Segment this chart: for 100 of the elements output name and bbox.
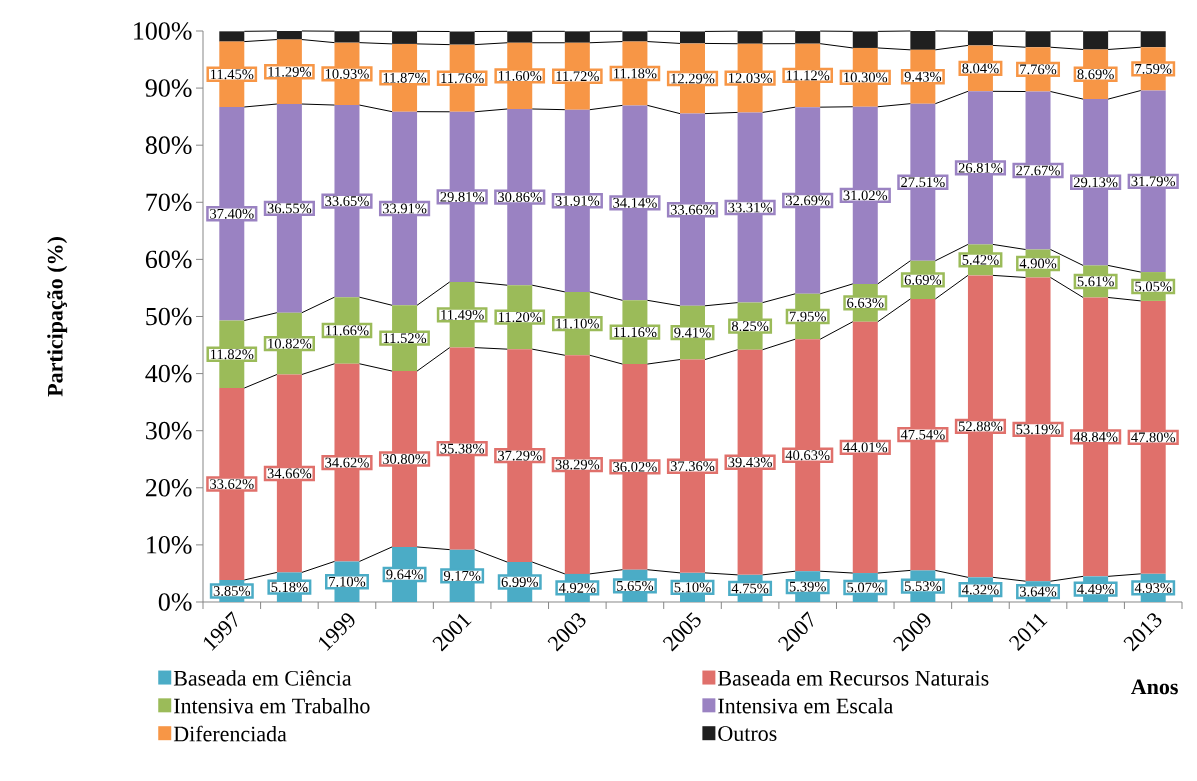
data-label: 4.49% bbox=[1077, 584, 1114, 595]
data-label: 12.03% bbox=[729, 73, 772, 83]
data-label: 11.49% bbox=[441, 309, 484, 320]
data-label: 29.13% bbox=[1073, 177, 1118, 188]
bar bbox=[449, 31, 475, 45]
data-label: 5.61% bbox=[1077, 276, 1114, 287]
data-label: 11.29% bbox=[268, 66, 311, 77]
data-label: 26.81% bbox=[958, 162, 1003, 173]
y-tick-label: 10% bbox=[147, 536, 192, 554]
data-label: 9.43% bbox=[904, 71, 942, 82]
data-label: 33.66% bbox=[670, 204, 715, 215]
data-label: 3.64% bbox=[1020, 586, 1057, 597]
legend-label: Outros bbox=[718, 726, 777, 741]
data-label: 11.76% bbox=[441, 73, 484, 84]
data-label: 32.69% bbox=[786, 195, 830, 206]
data-label: 47.54% bbox=[900, 429, 945, 440]
bar bbox=[507, 31, 533, 43]
data-label: 4.75% bbox=[731, 583, 769, 594]
data-label: 34.66% bbox=[267, 468, 312, 479]
y-tick-label: 60% bbox=[145, 250, 192, 269]
data-label: 37.29% bbox=[498, 450, 542, 461]
y-tick-label: 20% bbox=[145, 478, 192, 497]
data-label: 5.65% bbox=[617, 580, 654, 591]
bar bbox=[852, 31, 878, 48]
data-label: 53.19% bbox=[1016, 424, 1060, 435]
bar bbox=[1083, 31, 1109, 50]
data-label: 36.55% bbox=[267, 203, 312, 214]
y-tick-label: 100% bbox=[134, 22, 192, 40]
data-label: 31.91% bbox=[555, 195, 600, 206]
data-label: 36.02% bbox=[613, 461, 657, 472]
data-label: 4.90% bbox=[1019, 258, 1057, 269]
data-label: 34.62% bbox=[325, 457, 369, 468]
bar bbox=[219, 31, 245, 42]
data-label: 5.39% bbox=[789, 581, 826, 592]
data-label: 27.51% bbox=[901, 177, 945, 188]
data-label: 37.40% bbox=[210, 208, 254, 219]
data-label: 8.25% bbox=[731, 321, 769, 332]
data-label: 11.72% bbox=[556, 71, 599, 82]
data-label: 34.14% bbox=[613, 197, 657, 208]
data-label: 4.93% bbox=[1134, 582, 1172, 593]
data-label: 47.80% bbox=[1131, 432, 1176, 443]
data-label: 10.82% bbox=[268, 338, 312, 349]
data-label: 33.62% bbox=[210, 479, 254, 489]
data-label: 33.31% bbox=[728, 202, 772, 213]
bar bbox=[967, 31, 993, 46]
data-label: 10.93% bbox=[325, 68, 369, 79]
data-label: 11.66% bbox=[326, 325, 369, 336]
data-label: 11.60% bbox=[498, 70, 542, 81]
data-label: 29.81% bbox=[440, 191, 485, 202]
data-label: 5.10% bbox=[674, 582, 711, 593]
bar bbox=[910, 30, 936, 50]
bar bbox=[276, 30, 302, 40]
data-label: 6.99% bbox=[501, 577, 538, 587]
legend-label: Intensiva em Trabalho bbox=[174, 697, 370, 714]
data-label: 35.38% bbox=[440, 443, 485, 454]
legend-label: Baseada em Recursos Naturais bbox=[718, 670, 989, 686]
data-label: 11.87% bbox=[383, 72, 427, 83]
data-label: 7.76% bbox=[1020, 64, 1057, 75]
data-label: 11.45% bbox=[210, 69, 254, 80]
bar bbox=[737, 31, 763, 44]
x-axis-title: Anos bbox=[1131, 679, 1178, 695]
data-label: 27.67% bbox=[1016, 165, 1060, 176]
bar bbox=[564, 31, 590, 43]
data-label: 44.01% bbox=[843, 442, 888, 453]
y-tick-label: 90% bbox=[145, 79, 192, 97]
data-label: 9.64% bbox=[386, 569, 423, 580]
data-label: 30.86% bbox=[498, 192, 542, 203]
data-label: 5.18% bbox=[271, 582, 308, 593]
data-label: 11.12% bbox=[786, 70, 830, 81]
data-label: 33.91% bbox=[382, 203, 427, 214]
bar bbox=[1025, 31, 1051, 48]
data-label: 4.92% bbox=[558, 583, 596, 593]
data-label: 38.29% bbox=[555, 459, 600, 470]
y-tick-label: 40% bbox=[145, 364, 192, 383]
data-label: 4.32% bbox=[962, 584, 999, 595]
data-label: 6.63% bbox=[847, 297, 884, 308]
data-label: 33.65% bbox=[325, 196, 369, 207]
y-tick-label: 70% bbox=[146, 193, 192, 212]
data-label: 11.16% bbox=[614, 327, 657, 338]
data-label: 39.43% bbox=[728, 457, 772, 468]
data-label: 52.88% bbox=[958, 421, 1003, 432]
data-label: 11.18% bbox=[614, 68, 657, 79]
data-label: 12.29% bbox=[671, 73, 715, 84]
data-label: 40.63% bbox=[785, 450, 830, 461]
bar bbox=[1140, 31, 1166, 48]
data-label: 11.20% bbox=[498, 312, 542, 323]
legend-label: Intensiva em Escala bbox=[718, 697, 894, 714]
y-axis-title: Participação (%) bbox=[47, 237, 68, 397]
y-tick-label: 50% bbox=[146, 307, 192, 326]
y-tick-label: 80% bbox=[145, 136, 192, 155]
data-label: 30.80% bbox=[382, 454, 427, 464]
y-tick-label: 30% bbox=[146, 421, 192, 440]
bar bbox=[334, 31, 360, 43]
data-label: 5.07% bbox=[847, 582, 884, 593]
data-label: 8.69% bbox=[1077, 69, 1114, 80]
x-tick-label: 2011 bbox=[1008, 613, 1048, 651]
data-label: 31.02% bbox=[843, 190, 888, 201]
data-label: 6.69% bbox=[904, 274, 942, 285]
data-label: 11.82% bbox=[210, 349, 254, 360]
legend-label: Baseada em Ciência bbox=[173, 670, 352, 686]
